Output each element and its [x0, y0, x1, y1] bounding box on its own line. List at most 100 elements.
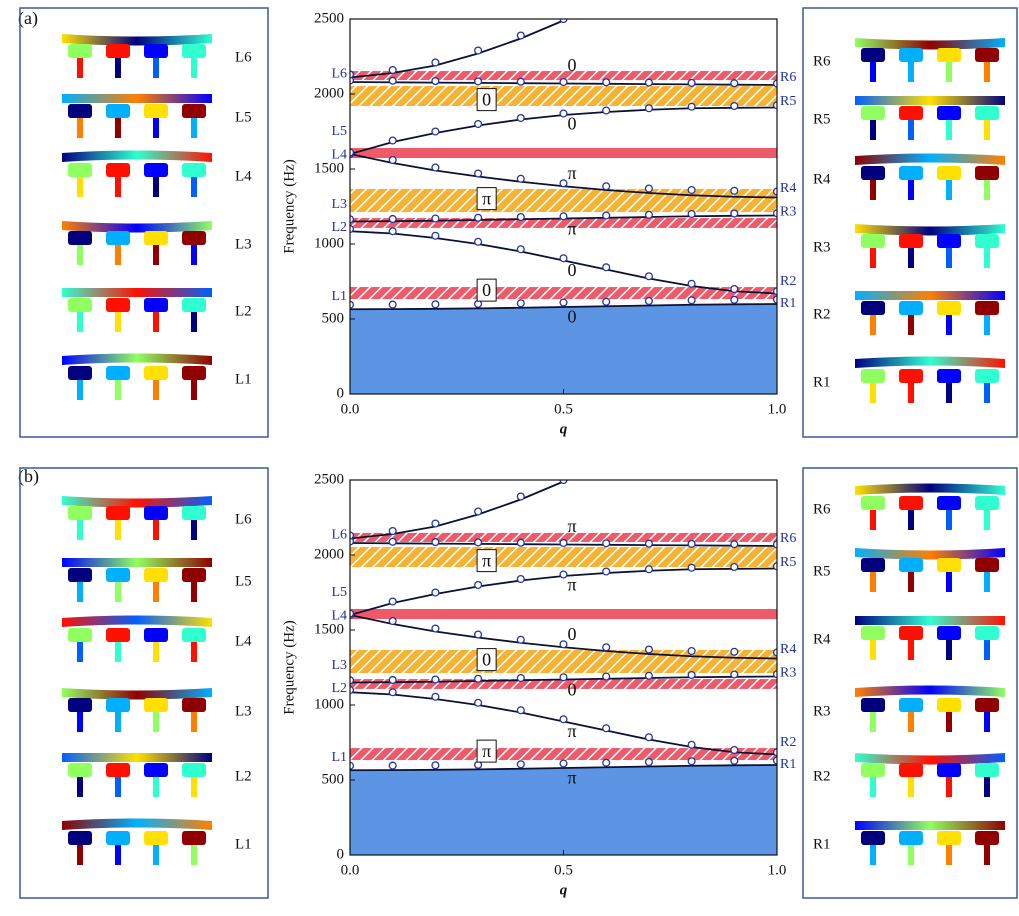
stem	[153, 245, 159, 265]
sim-point	[646, 672, 653, 679]
stem	[946, 62, 952, 82]
beam	[62, 354, 212, 366]
sim-point	[560, 213, 567, 220]
resonator	[899, 106, 923, 120]
sim-point	[560, 299, 567, 306]
stem	[115, 712, 121, 732]
resonator	[106, 698, 130, 712]
stem	[115, 312, 121, 332]
mode-label: R4	[813, 631, 831, 647]
sim-point	[731, 210, 738, 217]
stem	[870, 712, 876, 732]
mode-label: R1	[813, 836, 831, 852]
resonator	[899, 626, 923, 640]
mode-label: L3	[235, 703, 252, 719]
mode-label: L1	[235, 836, 252, 852]
mode-label: R5	[813, 111, 831, 127]
curve-label: L6	[331, 527, 347, 542]
mode-shape	[855, 357, 1005, 404]
stem	[115, 380, 121, 400]
phase-label: 0	[482, 650, 491, 670]
sim-point	[475, 121, 482, 128]
gap-band	[350, 609, 777, 619]
beam	[62, 558, 212, 567]
stem	[77, 777, 83, 797]
x-tick-label: 0.0	[341, 862, 360, 878]
stem	[984, 845, 990, 865]
mode-shape	[855, 686, 1005, 733]
stem	[870, 845, 876, 865]
sim-point	[560, 674, 567, 681]
sim-point	[389, 598, 396, 605]
mode-shape	[855, 96, 1005, 140]
curve-label: L5	[331, 585, 347, 600]
sim-point	[688, 297, 695, 304]
stem	[77, 845, 83, 865]
sim-point	[688, 187, 695, 194]
sim-point	[731, 296, 738, 303]
stem	[191, 642, 197, 662]
mode-shape	[855, 154, 1005, 201]
mode-shape	[855, 38, 1005, 82]
mode-label: R1	[813, 374, 831, 390]
mode-label: R3	[813, 703, 831, 719]
stem	[77, 380, 83, 400]
stem	[77, 520, 83, 540]
x-axis-label: q	[560, 882, 568, 898]
sim-point	[389, 762, 396, 769]
resonator	[182, 568, 206, 582]
sim-point	[432, 589, 439, 596]
x-tick-label: 0.5	[554, 862, 573, 878]
resonator	[106, 568, 130, 582]
stem	[77, 58, 83, 78]
curve-label: L1	[331, 289, 347, 304]
phase-label: π	[567, 575, 576, 595]
sim-point	[646, 211, 653, 218]
stem	[191, 582, 197, 602]
sim-point	[731, 80, 738, 87]
sim-point	[517, 761, 524, 768]
resonator	[975, 106, 999, 120]
curve-label: R3	[780, 204, 796, 219]
curve-label: R3	[780, 665, 796, 680]
resonator	[182, 44, 206, 58]
resonator	[106, 628, 130, 642]
panel-label: (a)	[18, 8, 38, 29]
resonator	[937, 698, 961, 712]
resonator	[182, 763, 206, 777]
stem	[153, 582, 159, 602]
stem	[191, 520, 197, 540]
resonator	[68, 831, 92, 845]
sim-point	[475, 582, 482, 589]
sim-point	[688, 80, 695, 87]
resonator	[899, 558, 923, 572]
stem	[115, 245, 121, 265]
sim-point	[389, 677, 396, 684]
resonator	[861, 831, 885, 845]
resonator	[182, 506, 206, 520]
sim-point	[560, 110, 567, 117]
stem	[946, 572, 952, 592]
sim-point	[517, 246, 524, 253]
mode-shape	[855, 484, 1005, 531]
resonator	[861, 234, 885, 248]
sim-point	[432, 301, 439, 308]
sim-point	[560, 641, 567, 648]
resonator	[144, 763, 168, 777]
stem	[946, 180, 952, 200]
stem	[870, 120, 876, 140]
stem	[115, 118, 121, 138]
figure: (a)L1L2L3L4L5L6R1R2R3R4R5R6000πππ0000500…	[0, 0, 1019, 916]
sim-point	[646, 273, 653, 280]
sim-point	[688, 211, 695, 218]
curve-label: R4	[780, 642, 796, 657]
sim-point	[389, 538, 396, 545]
resonator	[861, 48, 885, 62]
sim-point	[432, 232, 439, 239]
sim-point	[731, 648, 738, 655]
stem	[153, 177, 159, 197]
gap-band	[350, 547, 777, 567]
phase-label: 0	[568, 624, 577, 644]
resonator	[106, 163, 130, 177]
sim-point	[560, 716, 567, 723]
